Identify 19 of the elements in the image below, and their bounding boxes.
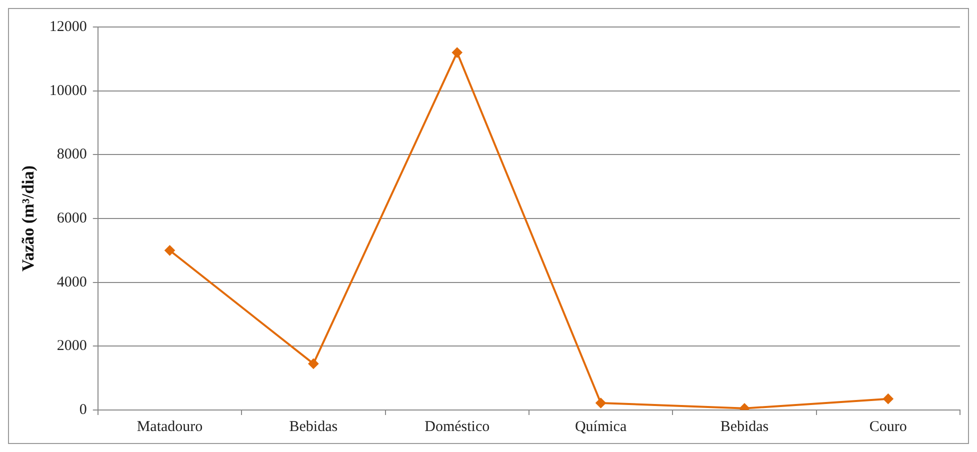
point	[452, 48, 462, 58]
point	[883, 394, 894, 404]
x-tick-label: Bebidas	[720, 418, 769, 435]
y-axis-title: Vazão (m³/dia)	[18, 166, 38, 272]
x-tick-label: Doméstico	[424, 418, 490, 435]
y-tick-label: 8000	[56, 146, 87, 163]
x-tick-label: Couro	[869, 418, 907, 435]
point	[164, 245, 175, 256]
y-tick-label: 6000	[56, 210, 87, 226]
y-tick-label: 12000	[49, 18, 87, 35]
point	[596, 398, 606, 408]
x-tick-label: Bebidas	[289, 418, 338, 435]
point	[308, 358, 318, 369]
x-tick-label: Química	[574, 418, 627, 435]
y-tick-label: 0	[79, 402, 87, 418]
x-tick-label: Matadouro	[136, 418, 203, 435]
y-tick-label: 4000	[56, 274, 87, 290]
y-tick-label: 10000	[49, 82, 87, 99]
y-tick-label: 2000	[56, 338, 87, 354]
